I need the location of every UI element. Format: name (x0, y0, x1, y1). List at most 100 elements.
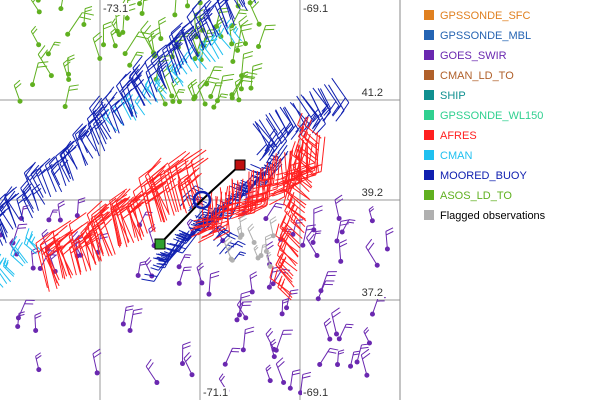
barb-flag (242, 203, 262, 209)
wind-barb (195, 23, 205, 51)
barb-flag (63, 58, 70, 64)
wind-barb (140, 29, 154, 54)
barb-flag (252, 67, 263, 72)
wind-barb (114, 104, 125, 126)
barb-flag (241, 79, 253, 83)
barb-flag (279, 257, 287, 270)
station-dot (235, 47, 241, 53)
station-dot (36, 42, 42, 48)
station-dot (189, 372, 195, 378)
wind-barb (298, 136, 316, 156)
barb-flag (197, 226, 213, 236)
legend-label: MOORED_BUOY (440, 170, 527, 182)
barb-flag (125, 308, 134, 312)
label-background (360, 287, 384, 299)
wind-barb (184, 160, 195, 204)
wind-barb (44, 249, 60, 281)
barb-flag (313, 205, 323, 210)
barb-flag (80, 221, 92, 234)
wind-barb (23, 172, 37, 203)
barb-flag (116, 101, 125, 110)
wind-barb (239, 218, 243, 235)
wind-barb (148, 178, 165, 223)
wind-barb (163, 171, 177, 213)
barb-flag (97, 211, 111, 225)
wind-barb (158, 21, 162, 39)
barb-flag (199, 7, 211, 18)
barb-flag (69, 239, 81, 249)
barb-flag (132, 312, 142, 315)
wind-barb (196, 267, 203, 284)
barb-flag (147, 57, 159, 69)
barb-flag (54, 41, 61, 44)
station-dot (256, 21, 262, 27)
barb-flag (279, 224, 287, 237)
wind-barb (72, 134, 89, 166)
barb-flag (159, 87, 166, 93)
wind-barb (279, 235, 299, 258)
barb-flag (239, 19, 249, 27)
barb-flag (133, 308, 143, 311)
wind-barb (283, 188, 307, 206)
barb-flag (256, 143, 267, 156)
legend-label: CMAN (440, 150, 472, 162)
barb-flag (224, 19, 231, 27)
barb-flag (119, 70, 132, 83)
wind-barb (22, 190, 34, 210)
barb-flag (52, 220, 72, 233)
wind-barb (203, 16, 214, 37)
wind-barb (181, 28, 191, 56)
wind-barb (188, 36, 200, 57)
wind-barb (216, 32, 231, 50)
barb-flag (306, 230, 313, 239)
barb-flag (119, 196, 135, 212)
barb-flag (67, 54, 75, 59)
barb-flag (245, 71, 258, 75)
barb-flag (261, 144, 271, 159)
barb-flag (210, 274, 220, 279)
station-dot (336, 215, 342, 221)
station-dot (266, 284, 272, 290)
wind-barb (276, 144, 288, 161)
barb-flag (267, 330, 274, 338)
barb-flag (250, 204, 268, 211)
barb-flag (146, 259, 152, 266)
barb-flag (187, 81, 193, 87)
barb-flag (238, 253, 245, 257)
wind-barb (320, 136, 326, 172)
wind-barb (268, 112, 288, 142)
wind-barb (284, 182, 310, 200)
barb-flag (301, 129, 308, 141)
barb-flag (134, 95, 140, 102)
barb-flag (111, 18, 116, 24)
wind-barb (171, 83, 180, 102)
station-dot (354, 359, 360, 365)
station-dot (336, 336, 342, 342)
legend-label: GPSSONDE_MBL (440, 30, 531, 42)
barb-flag (89, 95, 100, 109)
barb-flag (248, 200, 266, 205)
barb-flag (327, 351, 337, 354)
wind-barb (231, 178, 234, 205)
wind-barb (52, 237, 68, 277)
barb-flag (240, 251, 246, 255)
barb-flag (323, 317, 331, 324)
wind-barb (331, 77, 350, 103)
station-dot (247, 0, 253, 6)
barb-flag (186, 218, 191, 224)
barb-flag (332, 311, 341, 318)
wind-barb (145, 366, 158, 383)
wind-barb (216, 232, 231, 247)
barb-flag (204, 0, 211, 6)
barb-flag (248, 226, 255, 232)
wind-barb (12, 224, 20, 243)
legend-swatch (424, 70, 434, 80)
barb-flag (243, 75, 256, 78)
barb-flag (264, 141, 274, 155)
wind-barb (31, 250, 34, 269)
barb-flag (60, 147, 68, 156)
barb-flag (25, 228, 30, 238)
coordinate-label: -73.1 (103, 3, 128, 15)
wind-barb (238, 0, 244, 8)
